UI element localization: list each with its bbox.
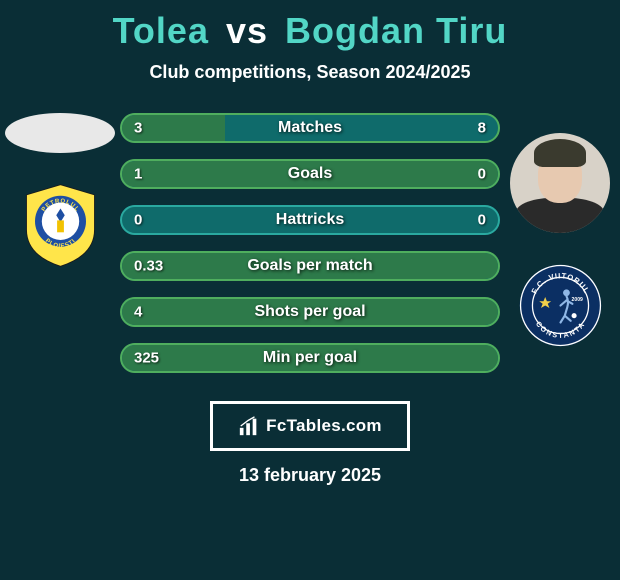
stat-label: Min per goal — [263, 349, 357, 367]
main-row: PETROLUL PLOIESTI 3 Matches 8 1 Goals 0 0 Hattr… — [0, 103, 620, 383]
stat-label: Goals per match — [247, 257, 372, 275]
stat-label: Hattricks — [276, 211, 344, 229]
stat-value-left: 0.33 — [134, 258, 163, 275]
stat-value-left: 0 — [134, 212, 142, 229]
branding-text: FcTables.com — [266, 416, 382, 436]
stat-value-right: 0 — [478, 166, 486, 183]
viitorul-disc-icon: F.C. VIITORUL CONSTANTA 2009 — [518, 263, 603, 348]
stat-bar: 0 Hattricks 0 — [120, 205, 500, 235]
player1-avatar-placeholder — [5, 113, 115, 153]
right-player-column: F.C. VIITORUL CONSTANTA 2009 — [500, 103, 620, 348]
stat-bar: 3 Matches 8 — [120, 113, 500, 143]
stat-value-left: 1 — [134, 166, 142, 183]
avatar-hair-icon — [534, 139, 586, 167]
stat-bar: 1 Goals 0 — [120, 159, 500, 189]
stat-label: Matches — [278, 119, 342, 137]
date-line: 13 february 2025 — [239, 465, 381, 486]
stat-label: Goals — [288, 165, 332, 183]
stat-value-left: 325 — [134, 350, 159, 367]
stat-value-left: 4 — [134, 304, 142, 321]
stat-label: Shots per goal — [254, 303, 365, 321]
stat-value-left: 3 — [134, 120, 142, 137]
fctables-logo-icon — [238, 415, 260, 437]
stat-bar: 4 Shots per goal — [120, 297, 500, 327]
stat-value-right: 8 — [478, 120, 486, 137]
stat-value-right: 0 — [478, 212, 486, 229]
avatar-shoulders-icon — [515, 198, 605, 233]
player2-avatar — [510, 133, 610, 233]
petrolul-shield-icon: PETROLUL PLOIESTI — [18, 183, 103, 268]
stat-bar: 0.33 Goals per match — [120, 251, 500, 281]
title-vs: vs — [226, 10, 268, 51]
player2-name: Bogdan Tiru — [285, 10, 507, 51]
player1-name: Tolea — [113, 10, 209, 51]
left-player-column: PETROLUL PLOIESTI — [0, 103, 120, 268]
comparison-infographic: Tolea vs Bogdan Tiru Club competitions, … — [0, 0, 620, 486]
page-title: Tolea vs Bogdan Tiru — [113, 10, 508, 52]
player2-club-badge: F.C. VIITORUL CONSTANTA 2009 — [518, 263, 603, 348]
stat-bar: 325 Min per goal — [120, 343, 500, 373]
subtitle: Club competitions, Season 2024/2025 — [149, 62, 470, 83]
player1-club-badge: PETROLUL PLOIESTI — [18, 183, 103, 268]
branding-box: FcTables.com — [210, 401, 410, 451]
stats-bars: 3 Matches 8 1 Goals 0 0 Hattricks 0 0.33 Goals per… — [120, 103, 500, 383]
svg-text:2009: 2009 — [571, 297, 582, 303]
